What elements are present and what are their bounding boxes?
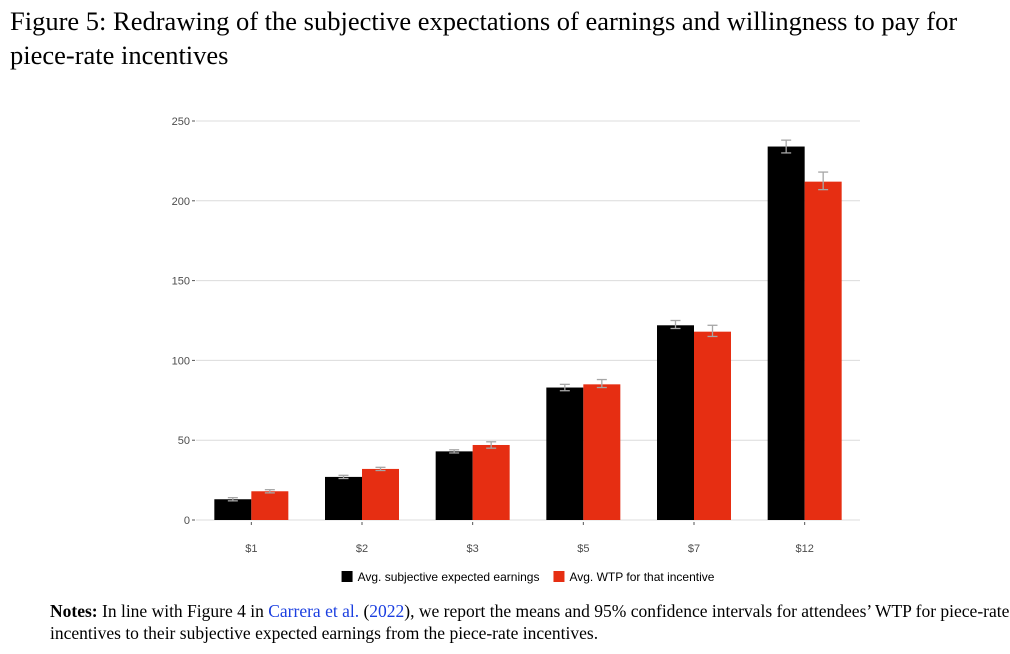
- citation-link[interactable]: Carrera et al.: [268, 601, 360, 621]
- error-bar: [818, 171, 829, 191]
- bar-chart: 0 50 100 150 200 250 $1 $2 $3 $5 $7 $12 Avg. subje…: [172, 116, 860, 584]
- y-tick-label: 100: [172, 355, 190, 367]
- error-bar: [486, 441, 497, 449]
- bar-wtp: [472, 444, 510, 520]
- y-tick-label: 50: [178, 435, 190, 447]
- y-tick-label: 250: [172, 116, 190, 128]
- bar-expected-earnings: [435, 451, 473, 520]
- error-bar: [449, 449, 460, 454]
- error-bar: [707, 324, 718, 338]
- notes-label: Notes:: [50, 601, 98, 621]
- bar-wtp: [804, 181, 842, 520]
- error-bar: [781, 139, 792, 154]
- bar-wtp: [251, 491, 289, 520]
- x-tick-label: $12: [795, 543, 813, 555]
- x-tick-label: $5: [577, 543, 589, 555]
- bar-expected-earnings: [214, 499, 252, 520]
- y-tick-label: 200: [172, 196, 190, 208]
- error-bar: [596, 378, 607, 389]
- x-axis: $1 $2 $3 $5 $7 $12: [245, 522, 814, 555]
- figure-title: Figure 5: Redrawing of the subjective ex…: [10, 6, 958, 70]
- notes-text-after: ), we report the means and 95% confidenc…: [50, 601, 1010, 643]
- gridlines: [196, 120, 860, 521]
- y-tick-label: 0: [184, 515, 190, 527]
- notes-text-before: In line with Figure 4 in: [97, 601, 269, 621]
- legend-swatch: [341, 571, 353, 582]
- legend-item: Avg. subjective expected earnings: [341, 570, 540, 584]
- bar-expected-earnings: [767, 146, 805, 520]
- bar-wtp: [362, 468, 399, 520]
- legend-label: Avg. WTP for that incentive: [569, 570, 714, 584]
- y-axis: 0 50 100 150 200 250: [172, 116, 195, 527]
- figure-notes: Notes: In line with Figure 4 in Carrera …: [50, 600, 1010, 644]
- x-tick-label: $3: [467, 543, 479, 555]
- bar-wtp: [694, 331, 731, 520]
- x-tick-label: $1: [245, 543, 257, 555]
- error-bar: [559, 383, 570, 392]
- legend-item: Avg. WTP for that incentive: [553, 570, 715, 584]
- legend-swatch: [553, 571, 565, 582]
- error-bar: [338, 474, 349, 480]
- x-tick-label: $7: [688, 543, 700, 555]
- error-bars: [227, 139, 829, 502]
- error-bar: [670, 319, 681, 330]
- y-tick-label: 150: [172, 276, 190, 288]
- notes-paren: (: [359, 601, 370, 621]
- legend: Avg. subjective expected earnings Avg. WT…: [341, 570, 715, 584]
- bars: [214, 146, 842, 520]
- legend-label: Avg. subjective expected earnings: [358, 570, 540, 584]
- error-bar: [375, 466, 386, 472]
- bar-wtp: [583, 384, 621, 520]
- citation-year-link[interactable]: 2022: [369, 601, 405, 621]
- x-tick-label: $2: [356, 543, 368, 555]
- bar-expected-earnings: [325, 476, 362, 520]
- error-bar: [227, 497, 238, 502]
- bar-expected-earnings: [657, 325, 694, 520]
- bar-expected-earnings: [546, 387, 584, 520]
- error-bar: [264, 489, 275, 494]
